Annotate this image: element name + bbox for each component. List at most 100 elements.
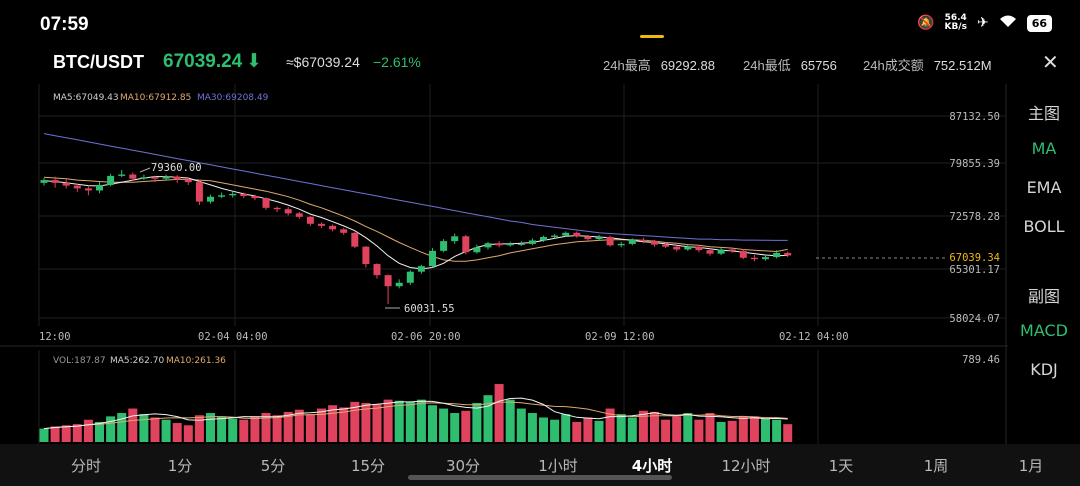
volume-bar bbox=[738, 416, 748, 442]
close-icon[interactable]: ✕ bbox=[1042, 52, 1059, 74]
tab-1d[interactable]: 1天 bbox=[828, 457, 854, 475]
candle-body bbox=[151, 177, 159, 179]
home-indicator bbox=[408, 475, 672, 480]
volume-bar bbox=[472, 402, 482, 442]
arrow-down-icon: ⬇ bbox=[246, 51, 262, 72]
main-chart-title: 主图 bbox=[1027, 104, 1060, 123]
tab-30m[interactable]: 30分 bbox=[445, 457, 481, 475]
airplane-icon: ✈ bbox=[976, 15, 989, 31]
ticker-header: BTC/USDT 67039.24 ⬇ ≈$67039.24 −2.61% 24… bbox=[0, 44, 1080, 84]
trading-pair[interactable]: BTC/USDT bbox=[53, 52, 144, 72]
candle-body bbox=[40, 180, 48, 183]
stat-24h-low: 24h最低 65756 bbox=[743, 55, 837, 74]
candle-body bbox=[62, 182, 70, 186]
volume-bar bbox=[594, 420, 604, 442]
candle-body bbox=[107, 175, 115, 185]
tab-12h[interactable]: 12小时 bbox=[721, 457, 771, 475]
indicator-ema-button[interactable]: EMA bbox=[1026, 178, 1062, 197]
active-tab-indicator bbox=[640, 35, 664, 38]
net-speed-value: 56.4 bbox=[944, 13, 967, 23]
indicator-kdj-button[interactable]: KDJ bbox=[1030, 360, 1058, 379]
candle-body bbox=[606, 236, 614, 246]
stat-low-value: 65756 bbox=[800, 58, 837, 73]
volume-averages bbox=[43, 397, 788, 430]
volume-bar bbox=[150, 417, 160, 442]
tab-1w[interactable]: 1周 bbox=[923, 457, 949, 475]
candle-body bbox=[506, 243, 514, 246]
y-tick: 87132.50 bbox=[949, 111, 1000, 123]
candle-body bbox=[96, 184, 103, 191]
candle-body bbox=[73, 185, 81, 189]
volume-bar bbox=[583, 417, 593, 442]
volume-bar bbox=[139, 414, 149, 442]
volume-bar bbox=[661, 419, 671, 442]
ma10-line bbox=[43, 176, 788, 262]
candle-body bbox=[429, 250, 436, 267]
volume-bar bbox=[627, 417, 637, 442]
tab-timeline[interactable]: 分时 bbox=[70, 457, 102, 475]
volume-bar bbox=[705, 413, 715, 442]
candle-body bbox=[129, 174, 137, 179]
volume-bar bbox=[39, 428, 49, 442]
tab-5m[interactable]: 5分 bbox=[260, 457, 286, 475]
y-tick: 58024.07 bbox=[949, 313, 1000, 325]
tab-1mo[interactable]: 1月 bbox=[1018, 457, 1044, 475]
candle-body bbox=[717, 249, 725, 254]
volume-bar bbox=[494, 384, 504, 442]
ma30-line bbox=[43, 133, 788, 241]
stat-high-value: 69292.88 bbox=[660, 58, 715, 73]
candle-body bbox=[417, 266, 425, 272]
volume-bar bbox=[605, 408, 615, 442]
candle-body bbox=[462, 236, 470, 253]
indicator-boll-button[interactable]: BOLL bbox=[1023, 217, 1065, 236]
volume-bar bbox=[483, 395, 493, 442]
tab-1h[interactable]: 1小时 bbox=[538, 457, 578, 475]
tab-1m[interactable]: 1分 bbox=[167, 457, 193, 475]
volume-bar bbox=[772, 419, 782, 442]
volume-bar bbox=[505, 399, 515, 442]
candle-body bbox=[551, 235, 559, 237]
vol-ma5-line bbox=[43, 397, 788, 430]
volume-bar bbox=[383, 399, 393, 442]
volume-bar bbox=[749, 416, 759, 442]
volume-bar bbox=[261, 413, 271, 442]
candle-body bbox=[584, 236, 592, 240]
candle-body bbox=[628, 239, 636, 244]
volume-bar bbox=[405, 401, 415, 442]
candle-body bbox=[295, 213, 303, 217]
candle-body bbox=[573, 232, 581, 237]
candle-body bbox=[240, 193, 248, 197]
volume-bar bbox=[128, 408, 138, 442]
candle-body bbox=[329, 225, 337, 230]
status-bar: 07:59 🔕 56.4 KB/s ✈ 66 bbox=[0, 0, 1080, 44]
indicator-ma-button[interactable]: MA bbox=[1031, 139, 1057, 158]
x-tick: 12:00 bbox=[39, 331, 71, 343]
net-speed-unit: KB/s bbox=[944, 22, 967, 32]
volume-bar bbox=[305, 414, 315, 442]
x-tick: 02-04 04:00 bbox=[198, 331, 268, 343]
candle-body bbox=[51, 180, 59, 183]
volume-bar bbox=[428, 405, 437, 442]
tab-15m[interactable]: 15分 bbox=[350, 457, 386, 475]
candle-body bbox=[140, 177, 148, 179]
volume-bar bbox=[194, 415, 204, 442]
kline-chart[interactable]: MA5:67049.43 MA10:67912.85 MA30:69208.49… bbox=[0, 84, 1010, 444]
vol-ma5-legend: MA5:262.70 bbox=[110, 356, 164, 366]
clock: 07:59 bbox=[40, 14, 89, 35]
vol-ma10-legend: MA10:261.36 bbox=[166, 356, 226, 366]
candle-body bbox=[617, 243, 625, 246]
volume-bar bbox=[61, 425, 71, 442]
indicator-macd-button[interactable]: MACD bbox=[1020, 321, 1068, 340]
stat-high-label: 24h最高 bbox=[603, 58, 651, 73]
candle-body bbox=[306, 216, 314, 224]
mute-icon: 🔕 bbox=[917, 15, 935, 31]
volume-bar bbox=[206, 413, 215, 442]
tab-4h[interactable]: 4小时 bbox=[631, 457, 673, 475]
volume-bar bbox=[716, 421, 726, 442]
candle-body bbox=[639, 239, 647, 242]
battery-icon: 66 bbox=[1026, 14, 1052, 32]
candle-body bbox=[229, 193, 237, 196]
candle-body bbox=[706, 250, 714, 254]
volume-bar bbox=[250, 416, 260, 442]
vol-max-tick: 789.46 bbox=[962, 354, 1000, 366]
